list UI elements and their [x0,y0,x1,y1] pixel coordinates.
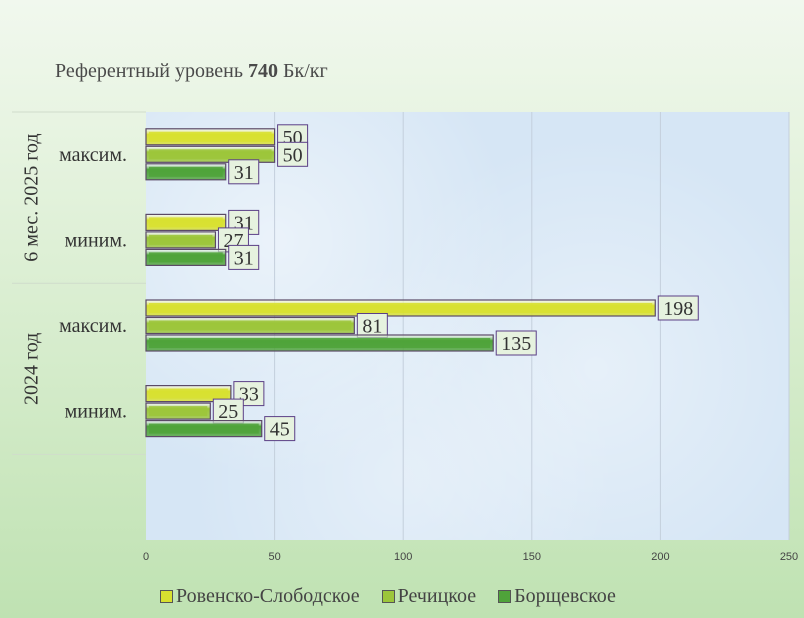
data-label: 198 [663,298,693,320]
data-label-box [657,295,699,321]
data-label-box [212,398,244,424]
bar-bevel [149,217,223,228]
group-label: 6 мес. 2025 год [21,133,43,261]
x-tick-label: 100 [394,551,412,563]
bar-bevel [149,320,352,331]
data-label-box [495,330,537,356]
title-suffix: Бк/кг [283,60,328,82]
x-tick-label: 250 [780,551,798,563]
x-tick-label: 50 [268,551,280,563]
x-tick-label: 0 [143,551,149,563]
category-label: максим. [59,315,127,337]
legend-item: Ровенско-Слободское [160,585,360,608]
data-label: 135 [501,333,531,355]
bar-bevel [149,388,228,399]
data-label-box [264,416,296,442]
data-label-box [228,159,260,185]
bar-bevel [149,131,272,142]
legend: Ровенско-Слободское Речицкое Борщевское [160,585,616,608]
legend-swatch-icon [160,590,173,603]
data-label-box [356,313,388,338]
title-value: 740 [248,60,279,82]
data-label-box [277,141,309,167]
data-label: 25 [218,401,238,423]
category-label: максим. [59,144,127,166]
group-label: 2024 год [21,333,43,405]
bar-bevel [149,338,491,348]
data-label: 31 [234,247,254,269]
data-label-box [228,244,260,270]
chart-title: Референтный уровень 740 Бк/кг [55,60,328,83]
bar-bevel [149,149,272,160]
category-label: миним. [65,401,127,423]
legend-swatch-icon [381,590,395,603]
data-label: 81 [362,316,382,338]
legend-label: Ровенско-Слободское [176,585,360,607]
legend-label: Борщевское [514,585,616,607]
title-prefix: Референтный уровень [55,60,244,82]
data-label: 50 [283,144,303,166]
data-label-box [233,381,265,407]
bar-bevel [149,166,223,177]
data-label: 33 [239,384,259,406]
bar-bevel [149,234,213,245]
data-label: 45 [270,419,290,441]
x-tick-label: 150 [523,551,541,563]
bar-bevel [149,423,259,434]
bar-bevel [149,406,208,417]
bar-bevel [149,252,223,263]
bar-bevel [149,303,653,313]
legend-swatch-icon [498,590,512,603]
data-label: 31 [234,162,254,184]
legend-item: Борщевское [498,585,616,608]
legend-item: Речицкое [381,585,477,608]
x-tick-label: 200 [651,551,669,563]
legend-label: Речицкое [397,585,477,607]
category-label: миним. [65,229,127,251]
